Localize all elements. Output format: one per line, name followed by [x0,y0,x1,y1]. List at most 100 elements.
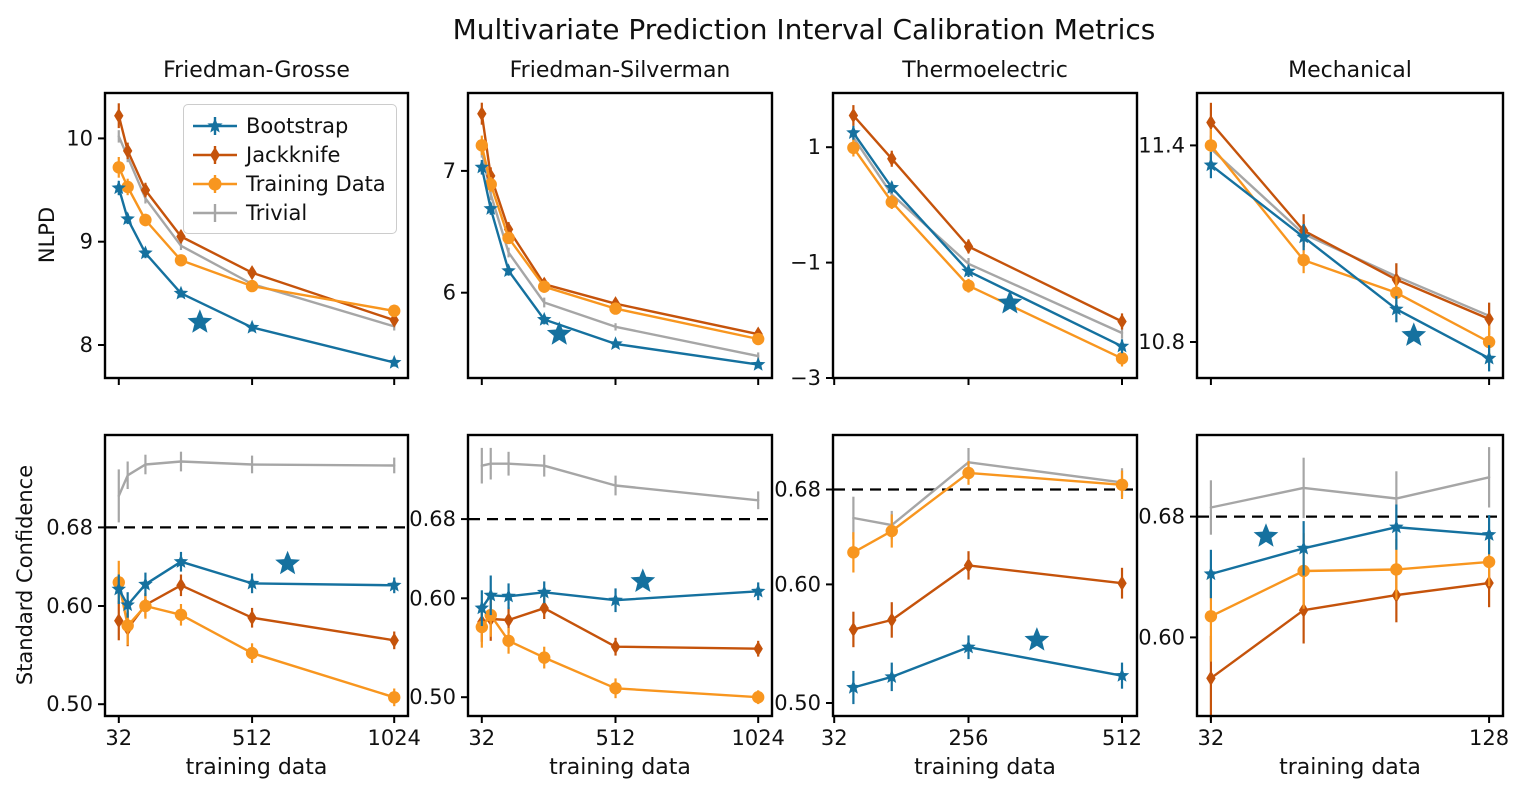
legend-label: Training Data [246,171,386,196]
x-tick-label: 1024 [367,726,420,750]
x-ticks [833,378,1123,385]
figure-title: Multivariate Prediction Interval Calibra… [452,13,1156,46]
y-tick-label: 7 [443,159,456,183]
y-tick-label: 9 [80,230,93,254]
x-tick-label: 32 [1198,726,1225,750]
y-ticks: 0.68 0.60 [1138,505,1197,649]
x-ticks: 32 512 1024 [105,716,421,750]
x-tick-label: 32 [468,726,495,750]
series-bootstrap [846,125,1130,354]
bootstrap-star-annotation [1401,322,1427,346]
series-training-data [1204,129,1496,359]
series-bootstrap [846,635,1130,705]
legend-item-training-data: Training Data [192,169,386,198]
series-training-data [847,461,1129,573]
series-training-data [475,593,765,705]
bootstrap-star-annotation [997,290,1023,314]
y-tick-label: 11.4 [1138,133,1185,157]
series-jackknife [477,597,763,657]
panel-border [103,91,410,380]
y-tick-label: 10 [66,126,93,150]
x-ticks [117,378,396,385]
bootstrap-star-icon [192,113,238,139]
x-tick-label: 512 [232,726,272,750]
panel-nlpd-mechanical: 11.4 10.8 [1138,91,1505,385]
series-bootstrap [474,575,766,626]
jackknife-diamond-icon [192,142,238,168]
panel-confidence-thermoelectric: 32 256 512 0.68 0.60 0.50 [774,433,1142,750]
legend-label: Jackknife [246,142,341,167]
y-tick-label: −3 [790,366,821,390]
series-jackknife [114,103,399,328]
panel-border [466,91,774,380]
x-tick-label: 32 [821,726,848,750]
panel-confidence-mechanical: 32 128 0.68 0.60 [1138,433,1509,750]
y-tick-label: 8 [80,333,93,357]
y-ticks: 10 9 8 [66,126,105,357]
panel-nlpd-thermoelectric: 1 −1 −3 [790,91,1139,390]
y-ticks: 0.68 0.60 0.50 [774,478,833,715]
y-tick-label: 10.8 [1138,330,1185,354]
legend-label: Bootstrap [246,113,349,138]
x-tick-label: 32 [105,726,132,750]
x-axis-label-col3: training data [914,755,1056,780]
series-training-data [475,135,765,346]
x-ticks: 32 512 1024 [468,716,785,750]
training-data-circle-icon [192,171,238,197]
x-tick-label: 256 [948,726,988,750]
bootstrap-star-annotation [546,321,572,345]
panel-border [103,433,410,718]
panel-border [831,91,1139,380]
column-title-friedman-silverman: Friedman-Silverman [509,58,731,83]
y-ticks: 0.68 0.60 0.50 [409,507,468,709]
x-ticks [1209,378,1491,385]
y-tick-label: 0.60 [46,594,93,618]
x-ticks: 32 256 512 [821,716,1142,750]
y-tick-label: 1 [808,135,821,159]
bootstrap-star-annotation [275,550,300,575]
series-trivial [1209,447,1491,535]
y-ticks: 11.4 10.8 [1138,133,1197,354]
series-bootstrap [1203,504,1497,599]
x-axis-label-col1: training data [185,755,328,780]
series-bootstrap [1203,152,1497,372]
column-title-friedman-grosse: Friedman-Grosse [163,58,350,83]
legend-item-jackknife: Jackknife [192,140,386,169]
series-trivial [1209,135,1491,329]
series-trivial [117,451,396,523]
bootstrap-star-annotation [187,309,213,333]
y-axis-label-standard-confidence: Standard Confidence [13,464,37,686]
panel-nlpd-friedman-grosse: 10 9 8 [66,91,410,385]
panel-confidence-friedman-silverman: 32 512 1024 0.68 0.60 0.50 [409,433,785,750]
series-bootstrap [111,180,402,369]
y-tick-label: 0.60 [774,572,821,596]
series-jackknife [1206,558,1494,721]
legend: Bootstrap Jackknife Training Data Trivia… [183,104,397,234]
panel-border [1195,433,1505,718]
panel-border [466,433,774,718]
series-trivial [480,447,760,510]
x-tick-label: 512 [595,726,635,750]
y-tick-label: 6 [443,281,456,305]
series-training-data [1204,533,1496,662]
x-tick-label: 128 [1469,726,1509,750]
y-tick-label: 0.60 [1138,625,1185,649]
y-tick-label: 0.68 [1138,505,1185,529]
column-title-mechanical: Mechanical [1288,58,1412,83]
x-tick-label: 512 [1102,726,1142,750]
bootstrap-star-annotation [1253,523,1279,547]
column-title-thermoelectric: Thermoelectric [902,58,1068,83]
y-tick-label: 0.60 [409,586,456,610]
series-training-data [112,157,401,318]
series-bootstrap [111,551,402,618]
bootstrap-star-annotation [630,568,656,592]
y-tick-label: 0.68 [774,478,821,502]
y-ticks: 76 [443,159,468,305]
x-ticks: 32 128 [1198,716,1509,750]
y-tick-label: 0.50 [774,691,821,715]
y-tick-label: 0.68 [409,507,456,531]
x-ticks [480,378,760,385]
x-tick-label: 1024 [731,726,784,750]
